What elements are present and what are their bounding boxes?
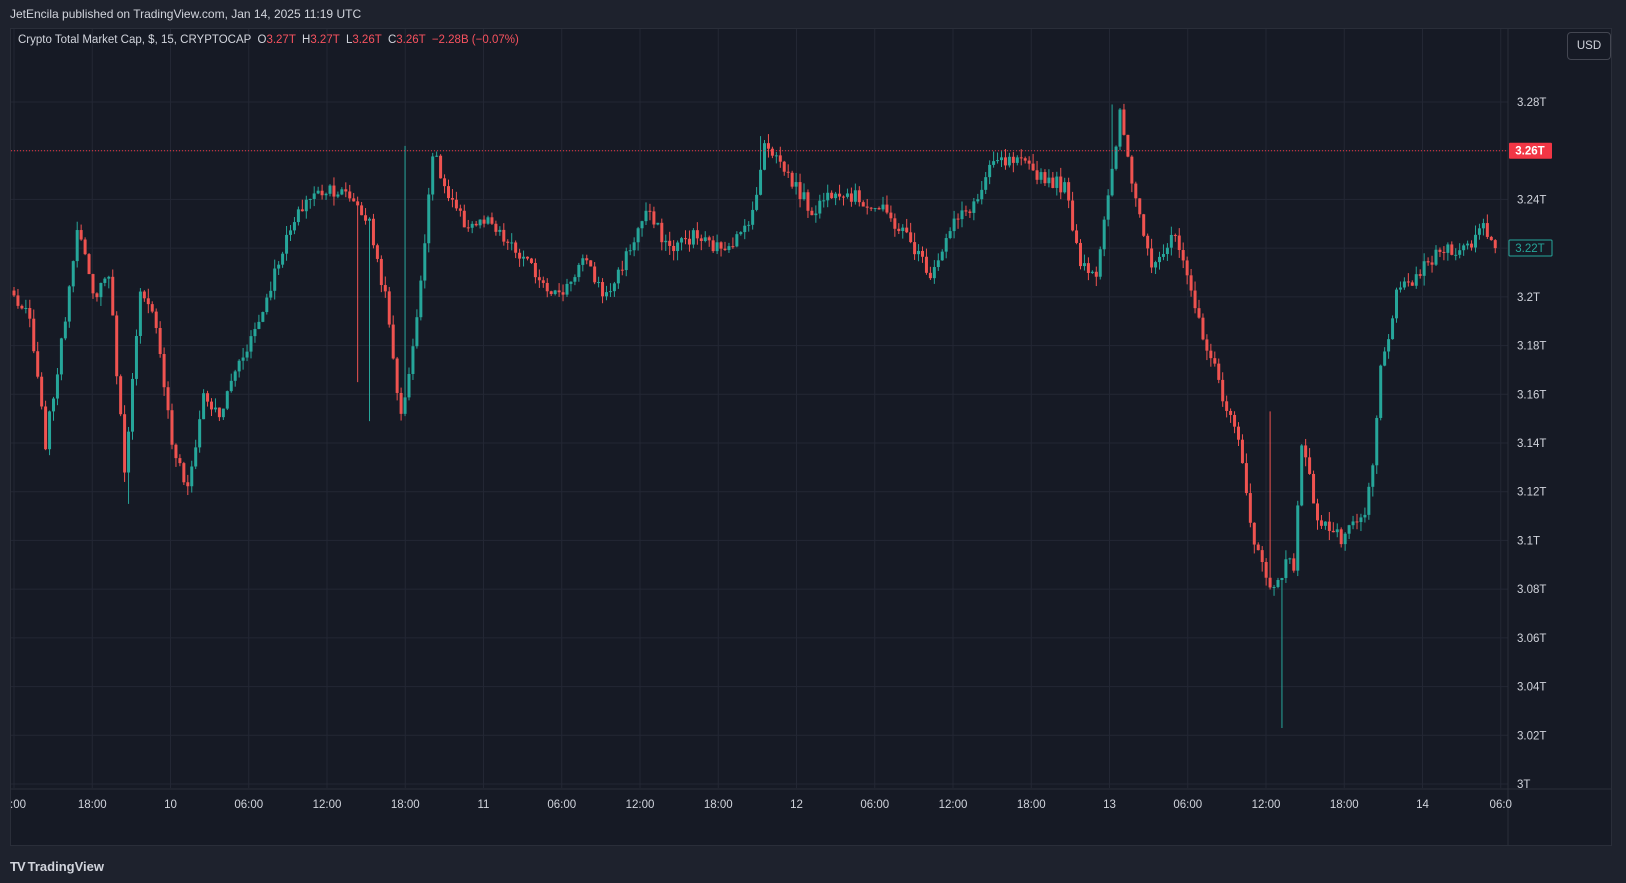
chart-pane[interactable] [10, 28, 1612, 846]
close-value: 3.26T [396, 34, 426, 46]
close-label: C [387, 34, 397, 46]
open-label: O [257, 34, 267, 46]
symbol-legend[interactable]: Crypto Total Market Cap, $, 15, CRYPTOCA… [18, 34, 519, 46]
brand-text: TradingView [27, 859, 104, 874]
high-value: 3.27T [310, 34, 340, 46]
tradingview-logo-icon: TV [10, 859, 26, 874]
footer: TV TradingView [0, 856, 1626, 883]
change-value: −2.28B (−0.07%) [431, 34, 519, 46]
low-value: 3.26T [352, 34, 382, 46]
symbol-name: Crypto Total Market Cap, $, 15, CRYPTOCA… [18, 34, 252, 46]
tradingview-brand[interactable]: TV TradingView [10, 859, 104, 874]
high-label: H [302, 34, 311, 46]
low-label: L [345, 34, 353, 46]
publish-header: JetEncila published on TradingView.com, … [0, 0, 1626, 28]
open-value: 3.27T [266, 34, 296, 46]
publisher-text: JetEncila published on TradingView.com, … [10, 7, 362, 21]
currency-button[interactable]: USD [1567, 32, 1611, 60]
